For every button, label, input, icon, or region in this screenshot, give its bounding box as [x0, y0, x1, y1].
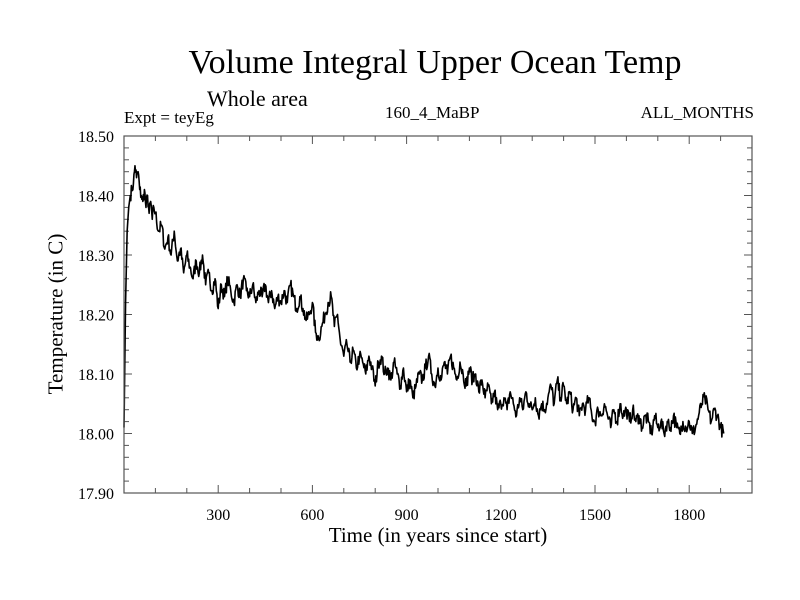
- period-label: 160_4_MaBP: [385, 103, 480, 122]
- x-tick-label: 600: [300, 507, 324, 524]
- y-tick-label: 18.00: [78, 427, 114, 444]
- x-tick-label: 1800: [673, 507, 705, 524]
- y-tick-label: 18.50: [78, 129, 114, 146]
- x-tick-label: 1200: [485, 507, 517, 524]
- x-tick-label: 1500: [579, 507, 611, 524]
- x-tick-label: 900: [395, 507, 419, 524]
- x-tick-label: 300: [206, 507, 230, 524]
- series-line: [123, 164, 725, 438]
- chart-subtitle: Whole area: [207, 86, 308, 111]
- y-tick-label: 17.90: [78, 486, 114, 503]
- months-label: ALL_MONTHS: [640, 103, 754, 122]
- axis-tick-labels: 300 600 900 1200 1500 1800 17.90 18.00 18.10 18.2…: [78, 129, 705, 524]
- y-tick-label: 18.30: [78, 248, 114, 265]
- y-tick-label: 18.20: [78, 308, 114, 325]
- experiment-label: Expt = teyEg: [124, 108, 214, 127]
- y-tick-label: 18.40: [78, 189, 114, 206]
- axis-ticks: [124, 136, 752, 493]
- y-tick-label: 18.10: [78, 367, 114, 384]
- chart-title: Volume Integral Upper Ocean Temp: [188, 44, 682, 81]
- plot-frame: [123, 135, 753, 494]
- x-axis-label: Time (in years since start): [328, 523, 548, 547]
